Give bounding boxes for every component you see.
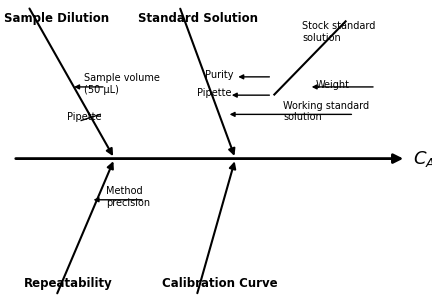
Text: Sample volume
(50 μL): Sample volume (50 μL)	[84, 73, 160, 95]
Text: Method
precision: Method precision	[106, 186, 150, 207]
Text: Pipette: Pipette	[197, 88, 231, 98]
Text: Stock standard
solution: Stock standard solution	[302, 21, 376, 43]
Text: Weight: Weight	[315, 81, 349, 90]
Text: Repeatability: Repeatability	[24, 277, 112, 290]
Text: Calibration Curve: Calibration Curve	[162, 277, 278, 290]
Text: Working standard
solution: Working standard solution	[283, 101, 369, 122]
Text: $C_{AA}$: $C_{AA}$	[413, 149, 432, 169]
Text: Sample Dilution: Sample Dilution	[4, 12, 109, 25]
Text: Purity: Purity	[205, 70, 234, 80]
Text: Standard Solution: Standard Solution	[138, 12, 258, 25]
Text: Pipette: Pipette	[67, 113, 102, 122]
